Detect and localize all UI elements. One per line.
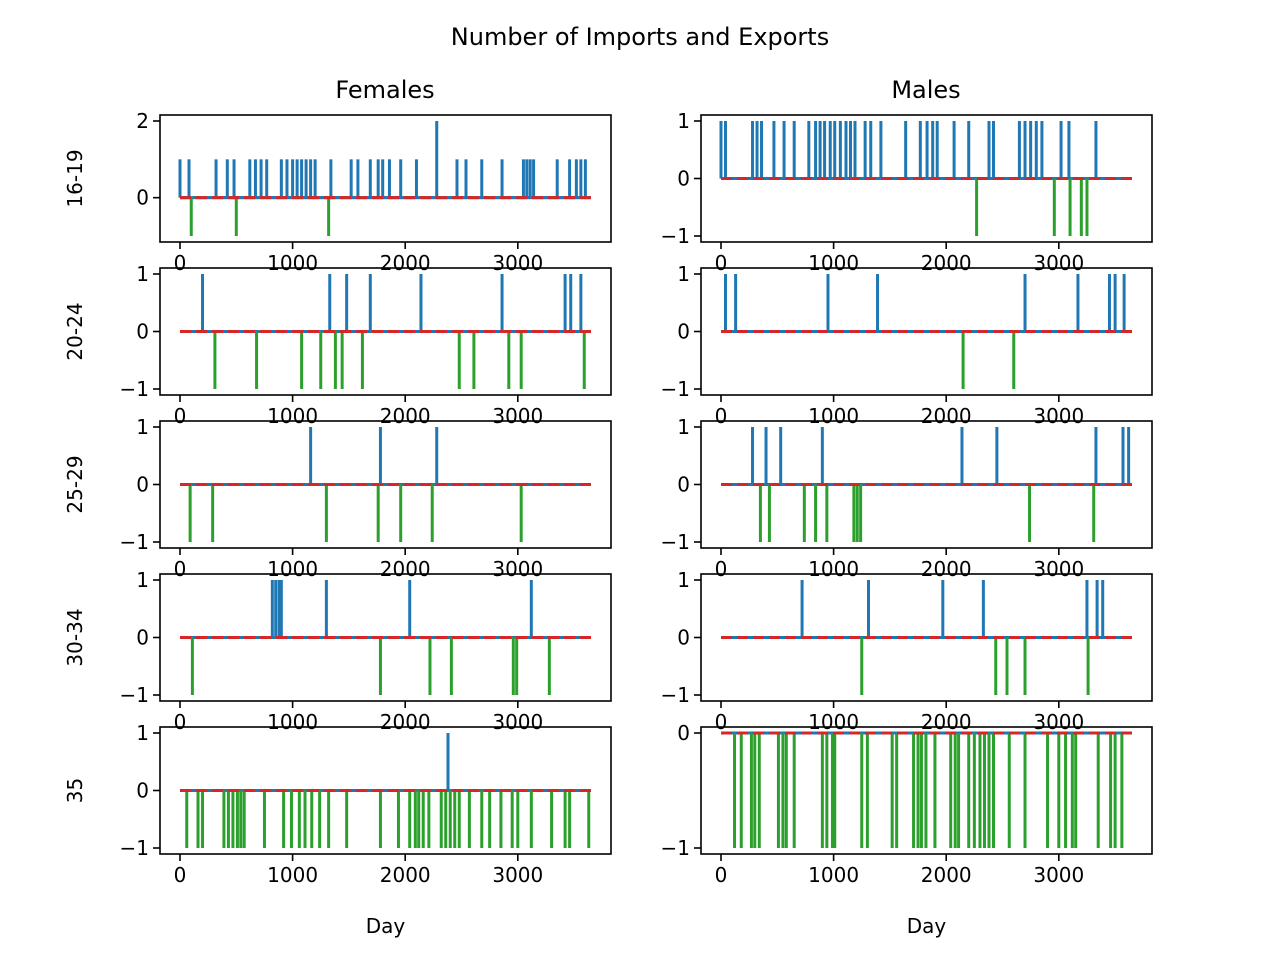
y-tick-label: 0 xyxy=(677,167,690,191)
x-tick-label: 3000 xyxy=(492,863,543,887)
x-tick-label: 1000 xyxy=(267,863,318,887)
x-tick-label: 0 xyxy=(174,710,187,734)
row-label-16-19: 16-19 xyxy=(63,149,87,207)
x-tick-label: 3000 xyxy=(492,251,543,275)
x-tick-label: 3000 xyxy=(1033,251,1084,275)
axes-frame xyxy=(700,726,1153,855)
x-tick-label: 1000 xyxy=(808,557,859,581)
row-label-20-24: 20-24 xyxy=(63,302,87,360)
y-tick-label: 1 xyxy=(677,262,690,286)
subplot-30-34-females: −1 0 1 0 1000 2000 3000 30-34 xyxy=(63,568,612,734)
x-tick-label: 2000 xyxy=(380,404,431,428)
y-tick-label: 0 xyxy=(677,721,690,745)
y-tick-label: 0 xyxy=(136,186,149,210)
y-tick-label: 1 xyxy=(677,415,690,439)
x-tick-label: 3000 xyxy=(1033,863,1084,887)
x-tick-label: 2000 xyxy=(380,557,431,581)
y-tick-label: −1 xyxy=(120,683,149,707)
subplot-25-29-females: −1 0 1 0 1000 2000 3000 25-29 xyxy=(63,415,612,581)
y-tick-label: 0 xyxy=(677,320,690,344)
y-tick-label: 1 xyxy=(677,109,690,133)
x-tick-label: 3000 xyxy=(492,404,543,428)
x-tick-label: 2000 xyxy=(921,251,972,275)
x-tick-label: 3000 xyxy=(492,557,543,581)
y-tick-label: 0 xyxy=(677,473,690,497)
subplot-16-19-males: −1 0 1 0 1000 2000 3000 xyxy=(661,109,1153,275)
row-label-25-29: 25-29 xyxy=(63,455,87,513)
x-tick-label: 3000 xyxy=(492,710,543,734)
subplot-20-24-females: −1 0 1 0 1000 2000 3000 20-24 xyxy=(63,262,612,428)
x-tick-label: 3000 xyxy=(1033,557,1084,581)
x-tick-label: 1000 xyxy=(808,710,859,734)
x-axis-label: Day xyxy=(366,914,406,938)
x-tick-label: 1000 xyxy=(808,251,859,275)
x-tick-label: 2000 xyxy=(380,710,431,734)
x-tick-label: 2000 xyxy=(921,557,972,581)
x-tick-label: 0 xyxy=(715,251,728,275)
chart-title: Number of Imports and Exports xyxy=(451,23,829,51)
y-tick-label: 1 xyxy=(136,262,149,286)
y-tick-label: 1 xyxy=(136,415,149,439)
x-tick-label: 0 xyxy=(174,557,187,581)
x-tick-label: 2000 xyxy=(921,863,972,887)
y-tick-label: −1 xyxy=(661,836,690,860)
y-tick-label: 0 xyxy=(136,626,149,650)
x-tick-label: 1000 xyxy=(267,404,318,428)
y-tick-label: 1 xyxy=(136,568,149,592)
y-tick-label: −1 xyxy=(120,836,149,860)
x-tick-label: 2000 xyxy=(380,251,431,275)
y-tick-label: 0 xyxy=(677,626,690,650)
row-label-30-34: 30-34 xyxy=(63,608,87,666)
subplot-35-males: −1 0 0 1000 2000 3000 Day xyxy=(661,721,1153,938)
y-tick-label: −1 xyxy=(120,530,149,554)
x-tick-label: 2000 xyxy=(921,404,972,428)
x-tick-label: 0 xyxy=(715,863,728,887)
y-tick-label: −1 xyxy=(120,377,149,401)
x-tick-label: 1000 xyxy=(267,557,318,581)
x-tick-label: 0 xyxy=(715,710,728,734)
y-tick-label: −1 xyxy=(661,224,690,248)
row-label-35: 35 xyxy=(63,778,87,803)
y-tick-label: 0 xyxy=(136,779,149,803)
x-tick-label: 2000 xyxy=(380,863,431,887)
axes-frame xyxy=(159,114,612,243)
y-tick-label: 0 xyxy=(136,473,149,497)
x-axis-label: Day xyxy=(907,914,947,938)
y-tick-label: 2 xyxy=(136,109,149,133)
y-tick-label: −1 xyxy=(661,377,690,401)
x-tick-label: 1000 xyxy=(808,863,859,887)
subplot-20-24-males: −1 0 1 0 1000 2000 3000 xyxy=(661,262,1153,428)
y-tick-label: 0 xyxy=(136,320,149,344)
x-tick-label: 3000 xyxy=(1033,404,1084,428)
column-title-females: Females xyxy=(335,76,434,104)
x-tick-label: 1000 xyxy=(267,710,318,734)
y-tick-label: −1 xyxy=(661,683,690,707)
x-tick-label: 3000 xyxy=(1033,710,1084,734)
x-tick-label: 1000 xyxy=(267,251,318,275)
x-tick-label: 0 xyxy=(174,404,187,428)
subplot-35-females: −1 0 1 0 1000 2000 3000 35 Day xyxy=(63,721,612,938)
y-tick-label: 1 xyxy=(677,568,690,592)
x-tick-label: 0 xyxy=(715,557,728,581)
x-tick-label: 1000 xyxy=(808,404,859,428)
subplot-16-19-females: 0 2 0 1000 2000 3000 16-19 xyxy=(63,109,612,275)
y-tick-label: −1 xyxy=(661,530,690,554)
x-tick-label: 0 xyxy=(174,251,187,275)
subplot-25-29-males: −1 0 1 0 1000 2000 3000 xyxy=(661,415,1153,581)
y-tick-label: 1 xyxy=(136,721,149,745)
x-tick-label: 0 xyxy=(174,863,187,887)
x-tick-label: 0 xyxy=(715,404,728,428)
x-tick-label: 2000 xyxy=(921,710,972,734)
column-title-males: Males xyxy=(891,76,960,104)
subplot-30-34-males: −1 0 1 0 1000 2000 3000 xyxy=(661,568,1153,734)
